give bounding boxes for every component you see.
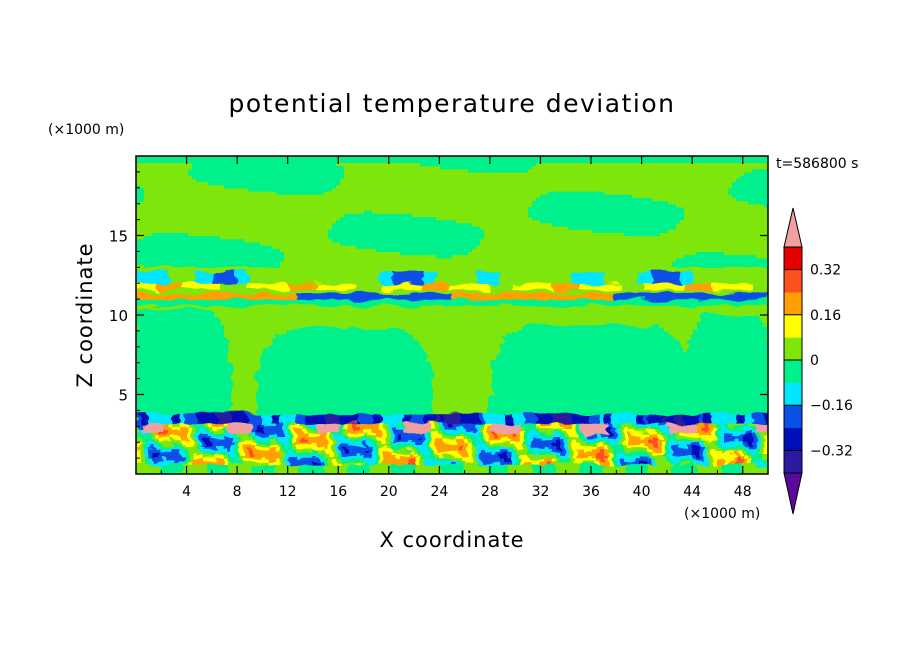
y-tick-label: 5 — [118, 387, 128, 405]
x-tick-label: 4 — [182, 484, 191, 500]
y-unit-label: (×1000 m) — [48, 122, 124, 138]
x-tick-label: 40 — [633, 484, 651, 500]
x-axis: 4 8 12 16 20 24 28 32 36 40 44 48 — [160, 156, 752, 500]
x-tick-label: 20 — [380, 484, 398, 500]
field-plot — [136, 156, 768, 474]
colorbar-band — [784, 292, 802, 316]
x-tick-label: 24 — [430, 484, 448, 500]
colorbar-extend-bottom — [783, 472, 803, 515]
colorbar: 0.32 0.16 0 −0.16 −0.32 — [783, 207, 853, 515]
colorbar-extend-top — [783, 207, 803, 248]
x-tick-label: 48 — [734, 484, 752, 500]
y-tick-label: 15 — [109, 228, 128, 246]
x-tick-label: 36 — [582, 484, 600, 500]
colorbar-band — [784, 269, 802, 293]
colorbar-label: −0.32 — [810, 443, 853, 459]
time-label: t=586800 s — [776, 156, 858, 172]
y-axis-label: Z coordinate — [73, 242, 97, 387]
y-axis: 5 10 15 — [109, 171, 768, 459]
colorbar-band — [784, 247, 802, 270]
colorbar-band — [784, 427, 802, 451]
x-tick-label: 28 — [481, 484, 499, 500]
x-unit-label: (×1000 m) — [684, 506, 760, 522]
x-tick-label: 44 — [683, 484, 701, 500]
colorbar-band — [784, 382, 802, 406]
colorbar-label: −0.16 — [810, 398, 853, 414]
colorbar-label: 0.16 — [810, 308, 841, 324]
colorbar-band — [784, 450, 802, 474]
y-tick-label: 10 — [109, 307, 128, 325]
x-tick-label: 16 — [329, 484, 347, 500]
colorbar-band — [784, 337, 802, 361]
colorbar-band — [784, 360, 802, 383]
x-axis-label: X coordinate — [379, 528, 524, 552]
colorbar-label: 0.32 — [810, 263, 841, 279]
x-tick-label: 12 — [279, 484, 297, 500]
x-tick-label: 8 — [233, 484, 242, 500]
colorbar-label: 0 — [810, 353, 819, 369]
chart-title: potential temperature deviation — [229, 89, 676, 118]
colorbar-band — [784, 405, 802, 429]
x-tick-label: 32 — [532, 484, 550, 500]
colorbar-band — [784, 314, 802, 338]
